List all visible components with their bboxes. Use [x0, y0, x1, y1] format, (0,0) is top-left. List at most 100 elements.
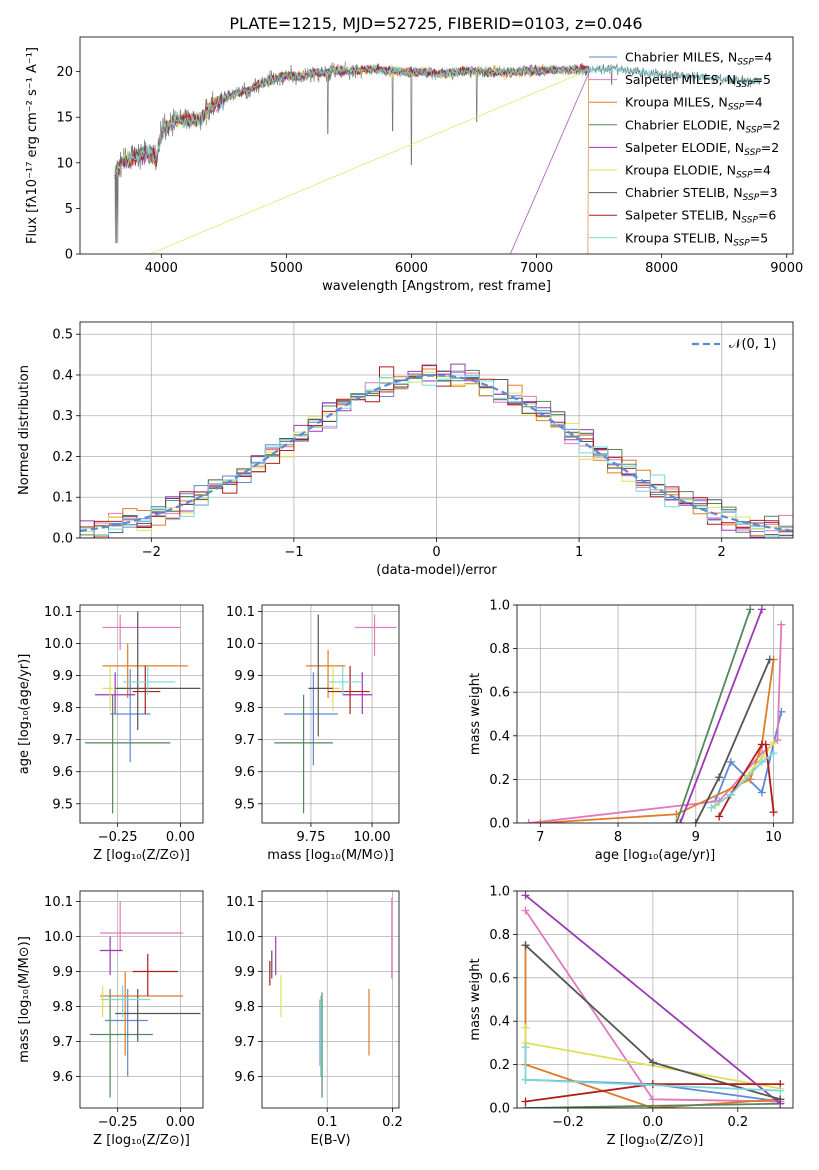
y-tick-label: 9.6 — [234, 1070, 255, 1085]
y-tick-label: 0.2 — [52, 450, 73, 465]
legend-label: Kroupa STELIB, NSSP=5 — [625, 230, 768, 248]
legend-label: Kroupa ELODIE, NSSP=4 — [625, 163, 771, 181]
y-tick-label: 0.4 — [489, 1015, 510, 1030]
weight-point-marker — [761, 740, 770, 749]
axes-frame — [516, 604, 794, 824]
x-tick-label: 1 — [575, 545, 583, 560]
x-tick-label: 0.2 — [727, 1115, 748, 1130]
weight-point-marker — [524, 819, 533, 823]
y-tick-label: 0 — [65, 248, 73, 263]
x-axis-label: wavelength [Angstrom, rest frame] — [322, 279, 551, 294]
y-tick-label: 0.0 — [489, 817, 510, 832]
legend-label-main: Kroupa ELODIE, N — [625, 163, 736, 178]
chart-mass-weight-vs-z: −0.2 0.0 0.2 0.0 0.2 0.4 0.6 0.8 1.0 Z [log₁₀(Z/Z… — [468, 885, 794, 1148]
axes-frame — [79, 890, 204, 1109]
weight-point-marker — [521, 1075, 530, 1084]
x-tick-label: 0.00 — [166, 830, 195, 845]
y-tick-label: 0.8 — [489, 928, 510, 943]
x-tick-label: 7000 — [520, 261, 553, 276]
legend-label-sub: SSP — [736, 80, 753, 90]
legend-label-sub: SSP — [744, 148, 761, 158]
plot-area — [517, 605, 793, 823]
x-tick-label: 9000 — [770, 261, 803, 276]
y-tick-label: 1.0 — [489, 885, 510, 900]
x-axis-label: mass [log₁₀(M/M⊙)] — [267, 848, 394, 863]
x-tick-label: 6000 — [395, 261, 428, 276]
y-tick-label: 9.6 — [52, 765, 73, 780]
y-tick-label: 10 — [56, 156, 73, 171]
x-tick-label: 0.2 — [382, 1115, 403, 1130]
legend-label-main: Chabrier MILES, N — [625, 50, 737, 65]
x-tick-label: 0.0 — [643, 1115, 664, 1130]
x-axis-label: age [log₁₀(age/yr)] — [595, 848, 716, 863]
x-tick-label: 4000 — [145, 261, 178, 276]
legend-label-suffix: =5 — [753, 72, 771, 87]
weight-point-marker — [648, 1095, 657, 1104]
y-tick-label: 5 — [65, 202, 73, 217]
legend-label: Salpeter STELIB, NSSP=6 — [625, 208, 776, 226]
chart-mass-weight-vs-age: 7 8 9 10 0.0 0.2 0.4 0.6 0.8 1.0 age [log₁₀(age/yr… — [468, 599, 794, 863]
axes-frame — [261, 604, 400, 824]
x-axis-label: Z [log₁₀(Z/Z⊙)] — [93, 848, 190, 863]
legend-label-main: Kroupa STELIB, N — [625, 230, 733, 245]
y-axis-label: age [log₁₀(age/yr)] — [17, 654, 32, 775]
legend-label-suffix: =5 — [750, 230, 768, 245]
legend-label-suffix: =4 — [744, 95, 762, 110]
y-tick-label: 9.8 — [52, 701, 73, 716]
weight-point-marker — [769, 738, 778, 747]
y-axis-label: Flux [fλ10⁻¹⁷ erg cm⁻² s⁻¹ A⁻¹] — [25, 47, 40, 244]
chart-mass-vs-ebv: 0.1 0.2 9.6 9.7 9.8 9.9 10.0 10.1 E(B-V) — [226, 890, 403, 1148]
legend-label-suffix: =2 — [761, 140, 779, 155]
chart-spectrum: 4000 5000 6000 7000 8000 9000 0 5 10 15 20 waveleng… — [25, 36, 803, 294]
legend-label-main: Chabrier ELODIE, N — [625, 117, 745, 132]
legend-label-main: Salpeter STELIB, N — [625, 208, 741, 223]
x-tick-label: 8000 — [645, 261, 678, 276]
weight-point-marker — [648, 1080, 657, 1089]
chart-residual-histogram: −2 −1 0 1 2 0.0 0.1 0.2 0.3 0.4 0.5 (data-model)/er… — [17, 321, 794, 578]
y-axis-label: mass weight — [468, 673, 483, 755]
y-tick-label: 9.9 — [234, 965, 255, 980]
weight-series-line — [679, 609, 763, 823]
y-tick-label: 10.0 — [44, 637, 73, 652]
y-axis-label: mass weight — [468, 958, 483, 1040]
weight-series-line — [540, 659, 775, 823]
y-tick-label: 15 — [56, 111, 73, 126]
y-tick-label: 9.7 — [234, 733, 255, 748]
chart-age-vs-z: −0.25 0.00 9.5 9.6 9.7 9.8 9.9 10.0 10.1 Z [log₁₀… — [17, 604, 204, 863]
y-tick-label: 10.1 — [226, 605, 255, 620]
x-tick-label: 9.75 — [296, 830, 325, 845]
legend-label-sub: SSP — [741, 216, 758, 226]
y-tick-label: 10.0 — [44, 930, 73, 945]
spectrum-model-line — [114, 64, 590, 254]
weight-point-marker — [691, 819, 700, 823]
x-tick-label: −2 — [142, 545, 161, 560]
y-tick-label: 9.7 — [52, 733, 73, 748]
weight-point-marker — [715, 812, 724, 821]
x-tick-label: 7 — [536, 830, 544, 845]
x-tick-label: −0.2 — [552, 1115, 584, 1130]
weight-point-marker — [672, 819, 681, 823]
weight-point-marker — [648, 1058, 657, 1067]
weight-point-marker — [746, 605, 755, 614]
y-tick-label: 20 — [56, 65, 73, 80]
weight-series-line — [528, 624, 783, 823]
y-tick-label: 0.2 — [489, 773, 510, 788]
y-tick-label: 0.4 — [489, 729, 510, 744]
spectrum-model-line — [114, 63, 590, 254]
y-tick-label: 1.0 — [489, 599, 510, 614]
y-tick-label: 9.6 — [234, 765, 255, 780]
legend-label-suffix: =6 — [758, 208, 776, 223]
spectrum-model-line — [588, 64, 763, 86]
y-tick-label: 0.6 — [489, 686, 510, 701]
weight-point-marker — [746, 775, 755, 784]
x-tick-label: 9 — [692, 830, 700, 845]
plot-area — [262, 891, 399, 1108]
y-tick-label: 0.0 — [489, 1102, 510, 1117]
legend-label-sub: SSP — [728, 103, 745, 113]
legend-label: Chabrier MILES, NSSP=4 — [625, 50, 772, 68]
axes-frame — [516, 890, 794, 1109]
y-tick-label: 9.8 — [234, 1000, 255, 1015]
weight-point-marker — [757, 757, 766, 766]
weight-point-marker — [521, 891, 530, 900]
y-tick-label: 9.9 — [52, 669, 73, 684]
